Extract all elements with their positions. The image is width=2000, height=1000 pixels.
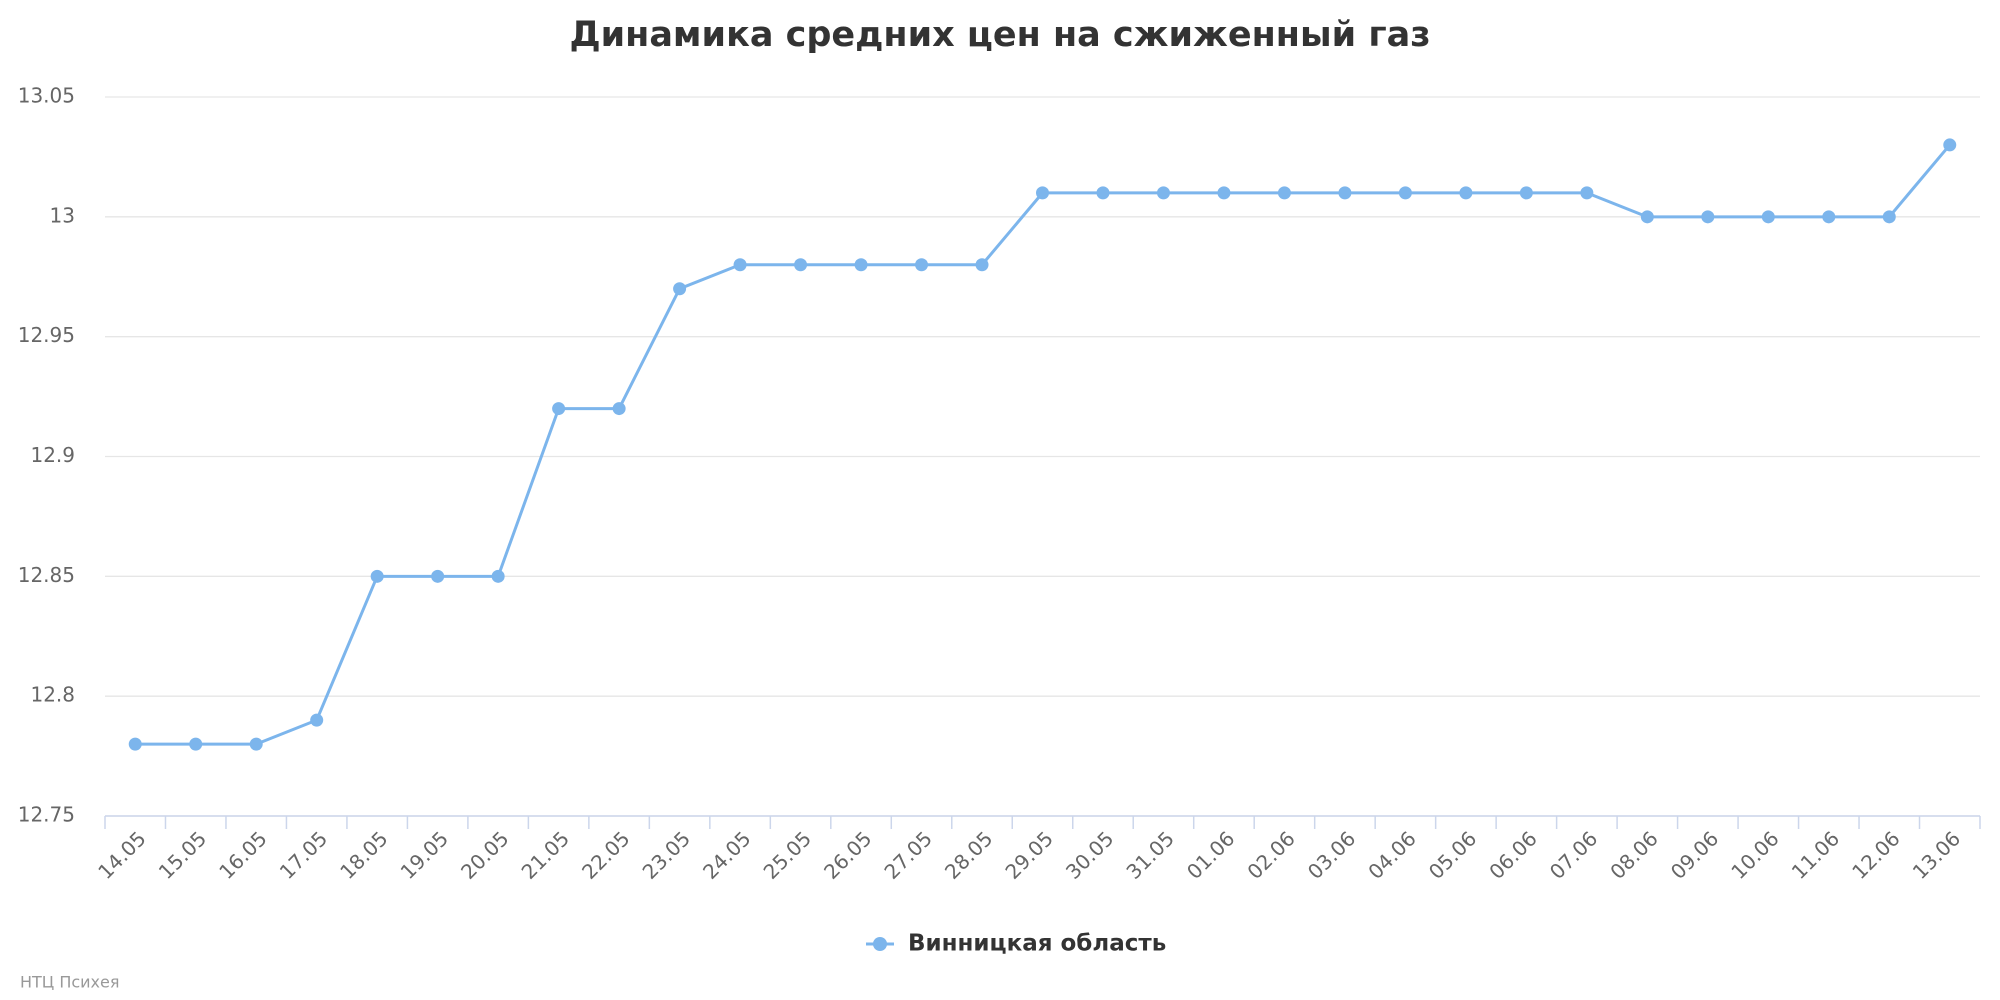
point [552,402,566,416]
x-tick-label: 12.06 [1847,826,1904,883]
x-tick-label: 22.05 [577,826,634,883]
point [1580,186,1594,200]
x-tick-label: 17.05 [275,826,332,883]
point [1156,186,1170,200]
series-line [135,143,1951,746]
y-tick-label: 12.75 [18,803,75,827]
x-tick-label: 20.05 [456,826,513,883]
y-tick-label: 12.95 [18,323,75,347]
x-tick-label: 18.05 [335,826,392,883]
point [128,737,142,751]
x-tick-label: 01.06 [1182,826,1239,883]
point [794,258,808,272]
point [1217,186,1231,200]
point [975,258,989,272]
point [431,569,445,583]
point [915,258,929,272]
point [854,258,868,272]
point [1338,186,1352,200]
x-tick-label: 08.06 [1605,826,1662,883]
point [673,282,687,296]
point [310,713,324,727]
y-tick-label: 12.85 [18,563,75,587]
point [1519,186,1533,200]
point [612,402,626,416]
x-tick-label: 02.06 [1242,826,1299,883]
point [733,258,747,272]
x-tick-label: 31.05 [1121,826,1178,883]
point [249,737,263,751]
legend-label: Винницкая область [908,931,1166,957]
x-tick-label: 16.05 [214,826,271,883]
point [1882,210,1896,224]
credits: НТЦ Психея [20,973,119,992]
point [1701,210,1715,224]
x-tick-label: 26.05 [819,826,876,883]
point [1398,186,1412,200]
point [1943,138,1957,152]
x-tick-label: 07.06 [1545,826,1602,883]
x-tick-label: 21.05 [517,826,574,883]
y-tick-label: 13.05 [18,84,75,108]
x-tick-label: 14.05 [93,826,150,883]
point [1277,186,1291,200]
y-tick-label: 13 [50,203,75,227]
legend-marker [873,937,887,951]
x-tick-label: 03.06 [1303,826,1360,883]
point [1459,186,1473,200]
x-tick-label: 30.05 [1061,826,1118,883]
x-tick-label: 19.05 [396,826,453,883]
x-tick-label: 23.05 [638,826,695,883]
point [1761,210,1775,224]
y-tick-label: 12.9 [30,443,75,467]
point [1640,210,1654,224]
x-tick-label: 11.06 [1787,826,1844,883]
point [1036,186,1049,200]
x-tick-label: 28.05 [940,826,997,883]
x-tick-label: 10.06 [1726,826,1783,883]
x-tick-label: 27.05 [879,826,936,883]
x-tick-label: 05.06 [1424,826,1481,883]
y-tick-label: 12.8 [30,683,75,707]
x-tick-label: 29.05 [1000,826,1057,883]
x-tick-label: 04.06 [1363,826,1420,883]
point [1822,210,1836,224]
x-tick-label: 25.05 [759,826,816,883]
chart-title: Динамика средних цен на сжиженный газ [569,15,1430,55]
x-tick-label: 06.06 [1484,826,1541,883]
x-tick-label: 15.05 [154,826,211,883]
point [491,569,505,583]
x-tick-label: 09.06 [1666,826,1723,883]
point [189,737,203,751]
point [1096,186,1110,200]
x-tick-label: 24.05 [698,826,755,883]
point [370,569,384,583]
x-tick-label: 13.06 [1908,826,1965,883]
